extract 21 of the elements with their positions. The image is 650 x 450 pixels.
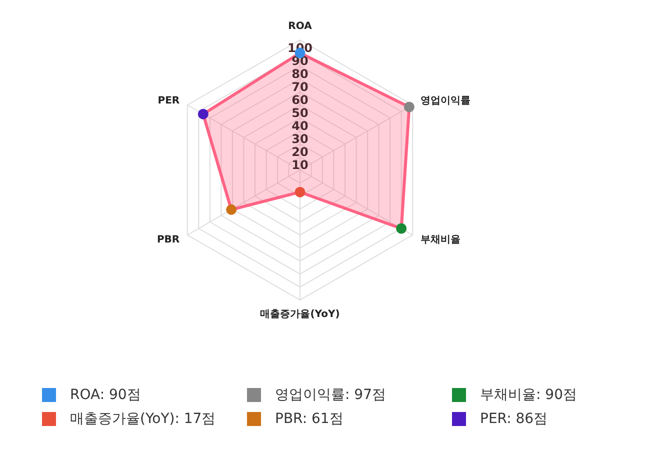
- y-tick-label: 40: [292, 119, 308, 133]
- text: PER: 86점: [480, 410, 548, 428]
- text: PBR: 61점: [275, 410, 344, 428]
- y-tick-label: 30: [292, 132, 308, 146]
- y-tick-label: 90: [292, 54, 308, 68]
- y-tick-label: 70: [292, 80, 308, 94]
- text: ROA: 90점: [70, 386, 141, 404]
- spoke-label: ROA: [288, 21, 312, 32]
- text: 부채비율: 90점: [480, 386, 577, 404]
- y-tick-label: 60: [292, 93, 308, 107]
- y-tick-label: 80: [292, 67, 308, 81]
- y-tick-label: 50: [292, 106, 308, 120]
- spoke-label: PBR: [156, 234, 180, 246]
- text: 매출증가율(YoY): 17점: [70, 410, 216, 428]
- y-tick-label: 10: [292, 158, 308, 172]
- spoke-label: 부채비율: [420, 234, 460, 246]
- spoke-label: 매출증가율(YoY): [260, 309, 340, 320]
- y-tick-label: 20: [292, 145, 308, 159]
- spoke-label: PER: [158, 96, 180, 106]
- spoke-label: 영업이익률: [420, 96, 470, 106]
- text: 영업이익률: 97점: [275, 386, 386, 404]
